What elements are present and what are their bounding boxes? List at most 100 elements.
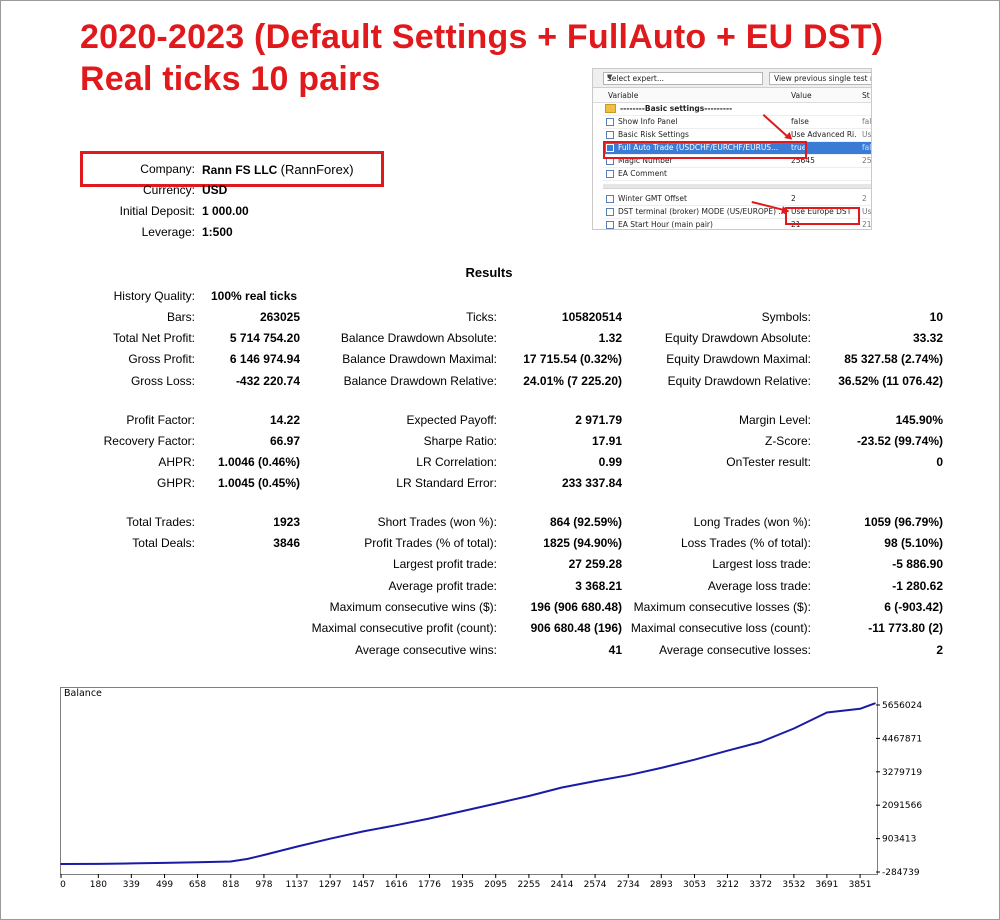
col2-label: Profit Trades (% of total):: [364, 536, 497, 550]
col2-label: Maximal consecutive profit (count):: [311, 621, 497, 635]
settings-row[interactable]: Show Info Panel false false: [603, 116, 871, 129]
col1-label: Total Trades:: [126, 515, 195, 529]
setting-name: EA Start Hour (main pair): [618, 220, 713, 229]
x-tick-label: 1297: [319, 880, 342, 890]
balance-point: [263, 854, 265, 856]
balance-point: [196, 861, 199, 864]
balance-point: [163, 862, 166, 864]
col1-value: 66.97: [269, 434, 300, 448]
checkbox[interactable]: [606, 221, 614, 229]
col3-value: -5 886.90: [892, 557, 943, 571]
setting-name: DST terminal (broker) MODE (US/EUROPE) .…: [618, 207, 786, 216]
balance-point: [528, 795, 530, 797]
x-tick-label: 2095: [484, 880, 507, 890]
balance-point: [428, 817, 431, 820]
col1-label: GHPR:: [156, 476, 195, 490]
chevron-down-icon: ▼: [607, 73, 613, 81]
balance-point: [130, 862, 133, 865]
col2-value: 17.91: [591, 434, 622, 448]
setting-name: Full Auto Trade (USDCHF/EURCHF/EURUS...: [618, 143, 779, 152]
leverage-label: Leverage:: [141, 225, 195, 239]
balance-point: [826, 711, 828, 714]
balance-point: [561, 786, 563, 789]
col3-value: 1059 (96.79%): [864, 515, 943, 529]
x-tick-label: 180: [90, 880, 107, 890]
balance-point: [859, 708, 861, 710]
balance-point: [494, 802, 497, 805]
setting-start: Us: [862, 130, 872, 139]
col2-label: Largest profit trade:: [392, 557, 497, 571]
x-tick-label: 2574: [584, 880, 607, 890]
dst-mode-highlight-box: [785, 207, 860, 225]
settings-toolbar: Select expert... ▼ View previous single …: [593, 69, 871, 88]
col3-label: Maximal consecutive loss (count):: [630, 621, 811, 635]
col1-label: AHPR:: [158, 455, 195, 469]
balance-series-line: [60, 702, 876, 865]
setting-value: false: [791, 117, 809, 126]
setting-value: true: [791, 143, 807, 152]
col3-value: -1 280.62: [892, 579, 943, 593]
col3-label: Z-Score:: [764, 434, 811, 448]
col2-value: 864 (92.59%): [549, 515, 622, 529]
settings-row[interactable]: Full Auto Trade (USDCHF/EURCHF/EURUS... t…: [603, 142, 871, 155]
settings-row[interactable]: --------Basic settings---------: [603, 103, 871, 116]
x-tick-label: 1137: [285, 880, 308, 890]
col2-value: 27 259.28: [568, 557, 622, 571]
column-value[interactable]: Value: [791, 91, 812, 100]
col1-value: 263025: [259, 310, 300, 324]
checkbox[interactable]: [606, 118, 614, 126]
col3-label: Long Trades (won %):: [693, 515, 811, 529]
setting-name: --------Basic settings---------: [620, 104, 733, 113]
setting-value: 2: [791, 194, 796, 203]
x-tick-label: 658: [189, 880, 206, 890]
x-tick-label: 1776: [418, 880, 441, 890]
folder-icon: [605, 104, 616, 113]
col3-value: -23.52 (99.74%): [856, 434, 943, 448]
column-start[interactable]: St: [862, 91, 870, 100]
checkbox[interactable]: [606, 131, 614, 139]
col2-label: Ticks:: [466, 310, 497, 324]
x-tick-label: 499: [156, 880, 173, 890]
col2-value: 196 (906 680.48): [530, 600, 622, 614]
history-quality-label: History Quality:: [113, 289, 195, 303]
col1-label: Bars:: [166, 310, 195, 324]
settings-row[interactable]: EA Comment: [603, 168, 871, 181]
x-tick-label: 2734: [617, 880, 640, 890]
balance-point: [329, 837, 331, 840]
settings-row[interactable]: DST terminal (broker) MODE (US/EUROPE) .…: [603, 206, 871, 219]
checkbox[interactable]: [606, 170, 614, 178]
initial-deposit-value: 1 000.00: [202, 204, 249, 218]
col2-label: Balance Drawdown Maximal:: [342, 352, 497, 366]
col2-label: Sharpe Ratio:: [423, 434, 497, 448]
checkbox[interactable]: [606, 144, 614, 152]
col2-value: 233 337.84: [561, 476, 622, 490]
col3-label: Equity Drawdown Absolute:: [664, 331, 811, 345]
setting-start: fal: [862, 143, 872, 152]
checkbox[interactable]: [606, 208, 614, 216]
col3-label: Margin Level:: [738, 413, 811, 427]
select-expert-dropdown[interactable]: Select expert... ▼: [603, 72, 763, 85]
account-info: Company: Rann FS LLC (RannForex) Currenc…: [0, 160, 420, 250]
setting-start: 2: [862, 194, 867, 203]
col2-value: 1825 (94.90%): [543, 536, 622, 550]
col3-label: OnTester result:: [726, 455, 811, 469]
col3-label: Equity Drawdown Relative:: [667, 374, 811, 388]
col1-value: 6 146 974.94: [229, 352, 300, 366]
balance-point: [594, 780, 596, 782]
col2-value: 0.99: [598, 455, 622, 469]
col2-value: 17 715.54 (0.32%): [523, 352, 622, 366]
settings-row[interactable]: Winter GMT Offset 2 2: [603, 193, 871, 206]
setting-name: Show Info Panel: [618, 117, 678, 126]
col2-label: LR Standard Error:: [396, 476, 497, 490]
y-tick-label: 5656024: [882, 701, 922, 711]
column-variable[interactable]: Variable: [608, 91, 639, 100]
col1-label: Gross Loss:: [130, 374, 195, 388]
col2-label: Expected Payoff:: [406, 413, 497, 427]
x-tick-label: 3372: [749, 880, 772, 890]
setting-value: Use Europe DST: [791, 207, 852, 216]
checkbox[interactable]: [606, 195, 614, 203]
view-previous-result-label: View previous single test result: [774, 74, 871, 83]
x-tick-label: 2255: [517, 880, 540, 890]
view-previous-result-button[interactable]: View previous single test result: [769, 72, 871, 85]
y-tick-label: 2091566: [882, 801, 922, 811]
